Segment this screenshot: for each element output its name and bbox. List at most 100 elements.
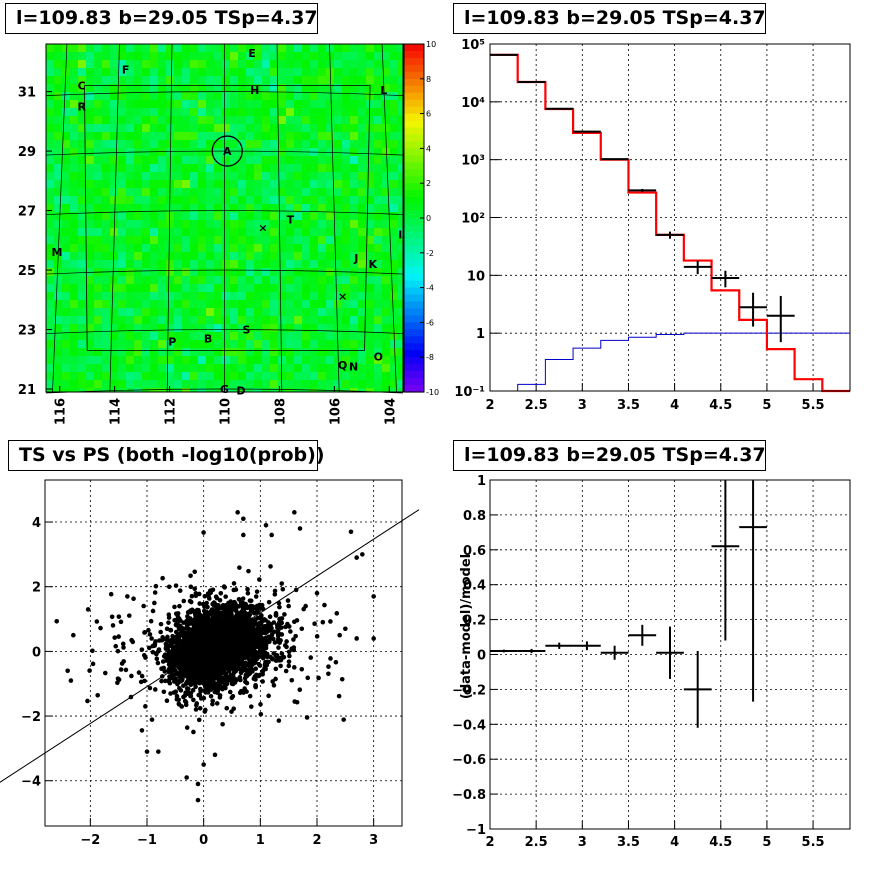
latitude-line [45, 150, 404, 156]
map-cell [214, 148, 222, 156]
scatter-point [181, 598, 187, 604]
map-cell [174, 76, 182, 84]
map-cell [342, 316, 350, 324]
map-cell [46, 260, 54, 268]
map-cell [102, 60, 110, 68]
source-label: K [369, 258, 378, 271]
map-cell [254, 124, 262, 132]
map-cell [270, 180, 278, 188]
map-cell [86, 84, 94, 92]
map-cell [182, 324, 190, 332]
map-cell [374, 68, 382, 76]
map-cell [198, 164, 206, 172]
map-cell [358, 268, 366, 276]
map-cell [342, 156, 350, 164]
map-cell [198, 172, 206, 180]
map-cell [318, 132, 326, 140]
map-cell [166, 220, 174, 228]
map-cell [246, 268, 254, 276]
map-cell [174, 52, 182, 60]
map-cell [46, 380, 54, 388]
map-cell [246, 164, 254, 172]
map-cell [382, 52, 390, 60]
map-cell [294, 44, 302, 52]
x-tick-label: 108 [273, 398, 288, 425]
map-cell [230, 212, 238, 220]
map-cell [166, 244, 174, 252]
map-cell [366, 356, 374, 364]
y-tick-label: 29 [18, 145, 36, 160]
map-cell [198, 188, 206, 196]
map-cell [174, 148, 182, 156]
map-cell [190, 204, 198, 212]
scatter-point [215, 689, 221, 694]
map-cell [134, 212, 142, 220]
scatter-point [247, 630, 253, 636]
map-cell [286, 196, 294, 204]
map-cell [374, 316, 382, 324]
scatter-point [198, 644, 203, 649]
map-cell [350, 172, 358, 180]
map-cell [110, 100, 118, 108]
map-cell [246, 124, 254, 132]
map-cell [270, 156, 278, 164]
map-cell [294, 228, 302, 236]
map-cell [70, 388, 78, 392]
map-cell [110, 220, 118, 228]
map-cell [230, 284, 238, 292]
map-cell [198, 324, 206, 332]
map-cell [294, 348, 302, 356]
map-cell [382, 100, 390, 108]
map-cell [270, 316, 278, 324]
map-cell [366, 228, 374, 236]
map-cell [182, 292, 190, 300]
map-cell [214, 260, 222, 268]
map-cell [46, 100, 54, 108]
map-cell [142, 92, 150, 100]
map-cell [302, 180, 310, 188]
map-cell [270, 324, 278, 332]
colorbar-segment [404, 141, 424, 149]
map-cell [286, 188, 294, 196]
map-cell [294, 76, 302, 84]
map-cell [206, 52, 214, 60]
map-cell [254, 228, 262, 236]
map-cell [366, 76, 374, 84]
map-cell [270, 92, 278, 100]
map-cell [390, 380, 398, 388]
map-cell [350, 212, 358, 220]
map-cell [262, 268, 270, 276]
map-cell [94, 132, 102, 140]
scatter-point [214, 606, 220, 612]
map-cell [286, 228, 294, 236]
map-cell [182, 244, 190, 252]
map-cell [94, 236, 102, 244]
map-cell [206, 340, 214, 348]
map-cell [214, 220, 222, 228]
map-cell [222, 124, 230, 132]
map-cell [326, 388, 334, 392]
map-cell [262, 300, 270, 308]
map-cell [134, 164, 142, 172]
map-cell [70, 116, 78, 124]
map-cell [214, 172, 222, 180]
map-cell [142, 372, 150, 380]
scatter-point [136, 670, 142, 675]
map-cell [174, 268, 182, 276]
scatter-point [198, 663, 203, 669]
map-cell [174, 244, 182, 252]
map-cell [326, 148, 334, 156]
map-cell [70, 316, 78, 324]
map-cell [182, 180, 190, 188]
map-cell [182, 284, 190, 292]
map-cell [246, 380, 254, 388]
map-cell [198, 52, 206, 60]
map-cell [374, 76, 382, 84]
map-cell [382, 372, 390, 380]
map-cell [246, 244, 254, 252]
map-cell [78, 236, 86, 244]
map-cell [246, 260, 254, 268]
map-cell [278, 332, 286, 340]
map-cell [70, 268, 78, 276]
map-cell [278, 108, 286, 116]
